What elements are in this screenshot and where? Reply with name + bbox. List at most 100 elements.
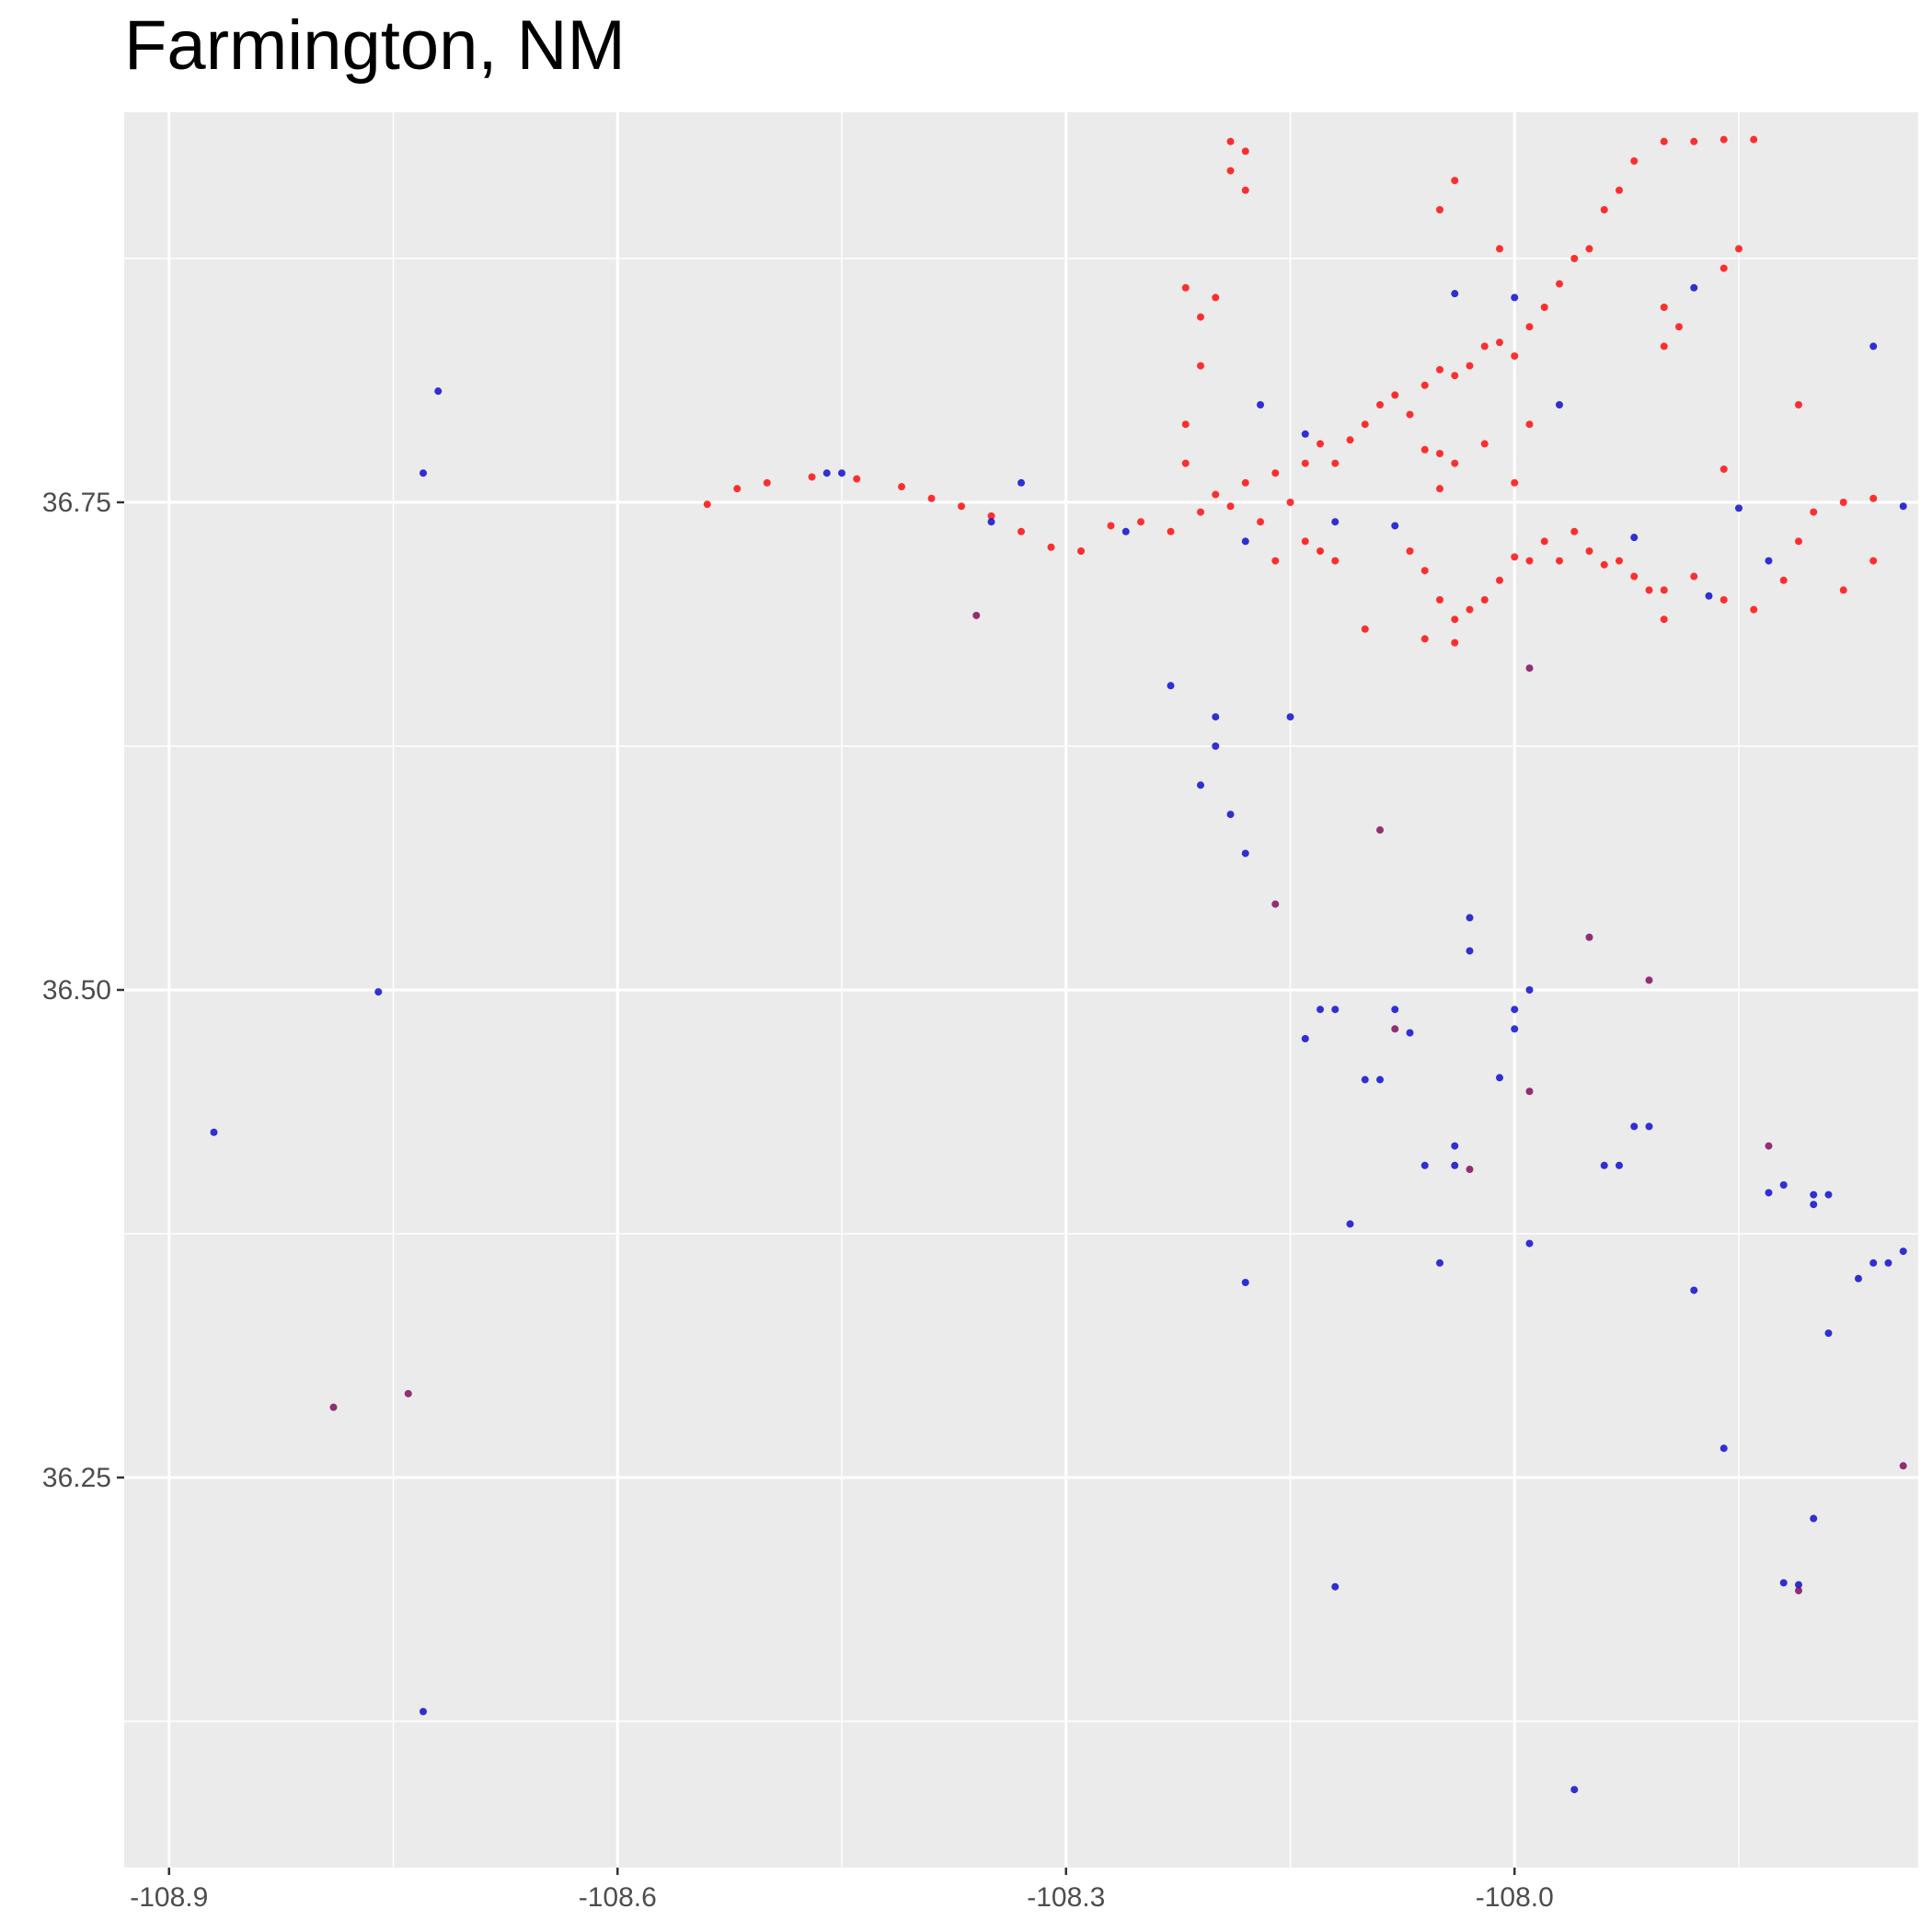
data-point xyxy=(1690,283,1698,292)
data-point xyxy=(1391,1006,1399,1014)
data-point xyxy=(1735,245,1742,253)
data-point xyxy=(1451,615,1459,624)
data-point xyxy=(1436,365,1443,374)
data-point xyxy=(1241,186,1249,194)
data-point xyxy=(1181,283,1190,292)
data-point xyxy=(1226,167,1235,175)
data-point xyxy=(1391,391,1399,399)
data-point xyxy=(1286,499,1294,506)
axis-tick-labels: -108.9 -108.6 -108.3 -108.0 36.25 36.50 36.75 xyxy=(42,488,1554,1913)
data-point xyxy=(1645,976,1653,984)
x-tick-label: -108.0 xyxy=(1476,1882,1554,1913)
data-point xyxy=(1839,499,1847,506)
data-point xyxy=(1480,342,1489,351)
data-point xyxy=(1525,986,1534,994)
data-point xyxy=(1735,504,1742,512)
x-tick-label: -108.9 xyxy=(130,1882,208,1913)
data-point xyxy=(1391,522,1399,530)
data-point xyxy=(1511,1025,1519,1033)
data-point xyxy=(1451,459,1459,467)
data-point xyxy=(1346,436,1354,444)
data-point xyxy=(1570,1786,1579,1794)
data-point xyxy=(1241,147,1249,155)
data-point xyxy=(1480,440,1489,448)
data-point xyxy=(1765,557,1773,565)
data-point xyxy=(1869,1259,1878,1267)
data-point xyxy=(1899,502,1907,511)
data-point xyxy=(1899,1462,1907,1470)
data-point xyxy=(972,611,981,619)
data-point xyxy=(1719,1444,1728,1453)
data-point xyxy=(1540,304,1548,311)
data-point xyxy=(1376,1075,1384,1084)
data-point xyxy=(1197,313,1204,321)
data-point xyxy=(1525,420,1534,429)
data-point xyxy=(1181,420,1190,429)
data-point xyxy=(1630,1122,1639,1131)
data-point xyxy=(1719,264,1728,272)
data-point xyxy=(1616,557,1623,565)
data-point xyxy=(703,500,711,509)
data-point xyxy=(1719,465,1728,473)
data-point xyxy=(987,512,995,520)
data-point xyxy=(1525,664,1534,673)
data-point xyxy=(1630,534,1639,542)
data-point xyxy=(1406,410,1414,419)
data-point xyxy=(1630,157,1639,165)
data-point xyxy=(1420,635,1429,643)
data-point xyxy=(1420,1161,1429,1169)
data-point xyxy=(1317,440,1324,448)
data-point xyxy=(1212,490,1220,499)
data-point xyxy=(1869,494,1878,502)
data-point xyxy=(1257,401,1264,408)
data-point xyxy=(1241,537,1249,546)
data-point xyxy=(1511,293,1519,302)
data-point xyxy=(210,1128,218,1136)
data-point xyxy=(1271,557,1280,565)
data-point xyxy=(1765,1142,1773,1150)
data-point xyxy=(822,469,831,477)
data-point xyxy=(1466,947,1474,955)
data-point xyxy=(1824,1329,1833,1338)
data-point xyxy=(1525,1087,1534,1096)
data-point xyxy=(1556,401,1563,408)
data-point xyxy=(1824,1190,1833,1199)
data-point xyxy=(1451,177,1459,185)
data-point xyxy=(404,1389,412,1397)
data-point xyxy=(1511,1006,1519,1014)
data-point xyxy=(1420,567,1429,575)
data-point xyxy=(1540,537,1548,546)
data-point xyxy=(1525,557,1534,565)
data-point xyxy=(1690,137,1698,145)
data-point xyxy=(1750,135,1758,144)
data-point xyxy=(1301,459,1309,467)
data-point xyxy=(1660,342,1668,351)
data-point xyxy=(420,469,427,477)
data-point xyxy=(1107,522,1115,530)
data-point xyxy=(1600,206,1608,213)
data-point xyxy=(1496,339,1503,347)
data-point xyxy=(1810,1514,1818,1523)
data-point xyxy=(1869,342,1878,351)
data-point xyxy=(958,502,965,511)
data-point xyxy=(1331,1582,1340,1591)
data-point xyxy=(1361,1075,1369,1084)
data-point xyxy=(987,518,995,526)
x-tick-label: -108.3 xyxy=(1027,1882,1105,1913)
data-point xyxy=(1690,1286,1698,1294)
data-point xyxy=(374,988,383,996)
data-point xyxy=(1570,255,1579,262)
y-tick-label: 36.25 xyxy=(42,1463,111,1493)
data-point xyxy=(1466,362,1474,370)
data-point xyxy=(1212,713,1220,721)
data-point xyxy=(1317,1006,1324,1014)
data-point xyxy=(1600,1161,1608,1169)
data-point xyxy=(1391,1025,1399,1033)
data-point xyxy=(1795,401,1802,408)
data-point xyxy=(1660,615,1668,624)
data-point xyxy=(1630,572,1639,581)
data-point xyxy=(898,483,905,491)
data-point xyxy=(1167,682,1175,690)
data-point xyxy=(1376,826,1384,834)
data-point xyxy=(1451,1142,1459,1150)
